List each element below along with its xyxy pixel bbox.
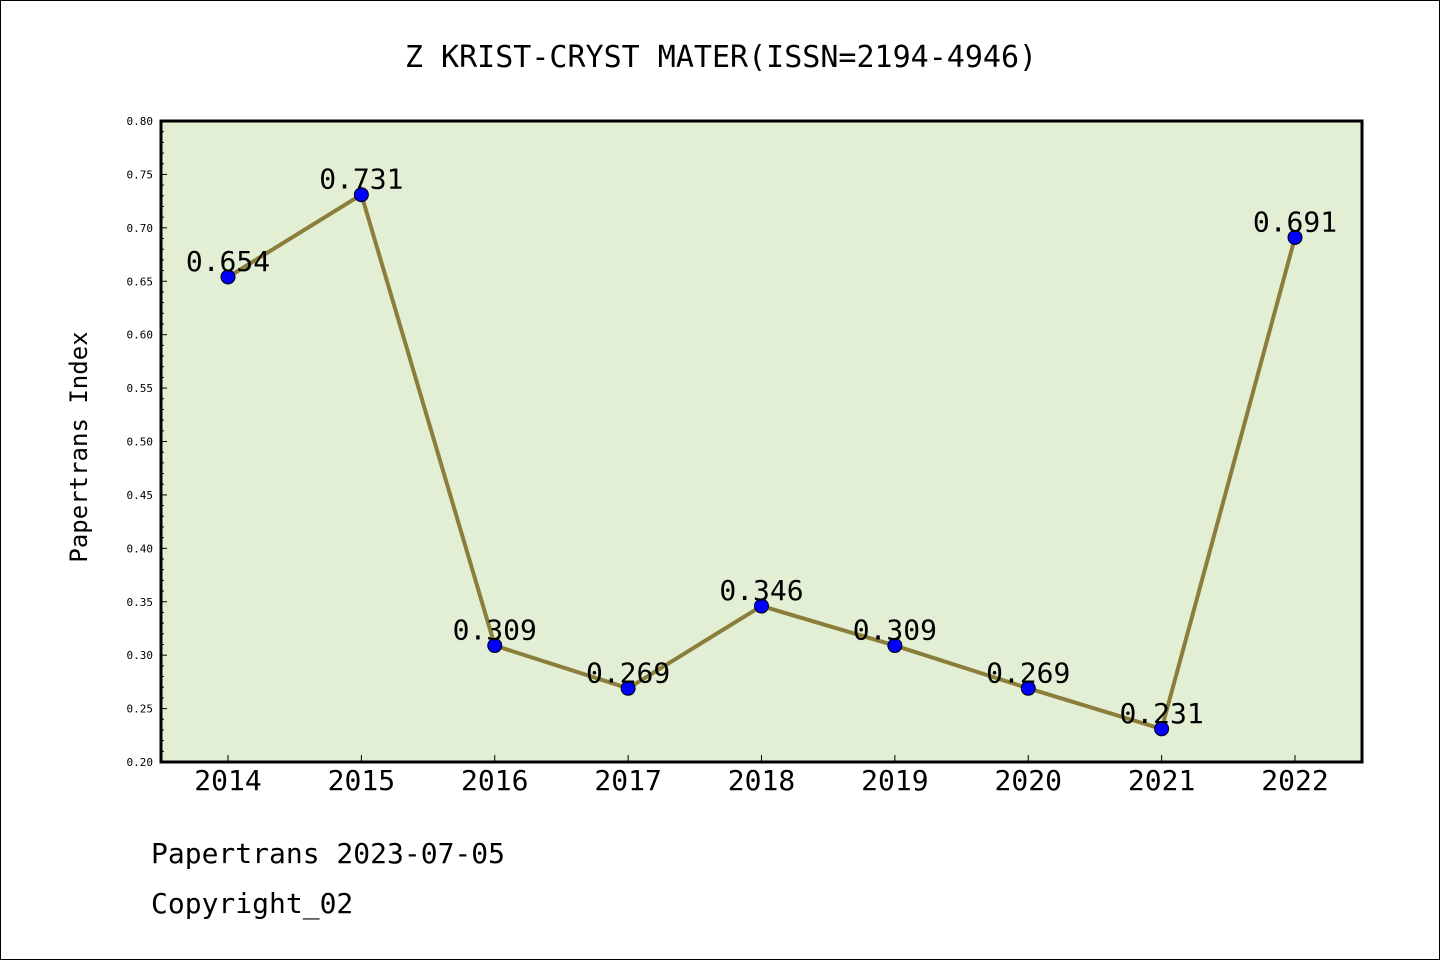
data-point xyxy=(353,187,369,203)
x-tick-label: 2020 xyxy=(995,764,1062,797)
y-tick-label: 0.70 xyxy=(127,222,154,235)
y-tick-label: 0.20 xyxy=(127,756,154,769)
data-label: 0.269 xyxy=(986,656,1070,689)
data-point xyxy=(1287,229,1303,245)
x-tick-label: 2019 xyxy=(861,764,928,797)
y-tick-label: 0.50 xyxy=(127,436,154,449)
data-label: 0.309 xyxy=(453,614,537,647)
y-tick-label: 0.30 xyxy=(127,649,154,662)
data-point xyxy=(887,638,903,654)
data-points xyxy=(220,187,1303,737)
x-tick-label: 2014 xyxy=(194,764,261,797)
data-point xyxy=(754,598,769,614)
data-label: 0.231 xyxy=(1119,697,1203,730)
data-label: 0.654 xyxy=(186,245,270,278)
x-tick-label: 2018 xyxy=(728,764,795,797)
data-point xyxy=(620,680,636,696)
data-point xyxy=(487,638,503,654)
footer-copyright: Copyright_02 xyxy=(151,887,354,920)
data-label: 0.269 xyxy=(586,656,670,689)
y-tick-label: 0.80 xyxy=(127,115,154,128)
y-tick-label: 0.65 xyxy=(127,275,154,288)
y-axis-title: Papertrans Index xyxy=(65,331,93,562)
y-tick-label: 0.35 xyxy=(127,596,154,609)
data-labels: 0.654 0.731 0.309 0.269 0.346 0.309 0.269 0.231… xyxy=(186,163,1337,730)
data-point xyxy=(1154,721,1170,737)
y-tick-label: 0.40 xyxy=(127,542,154,555)
chart-title: Z KRIST-CRYST MATER(ISSN=2194-4946) xyxy=(405,40,1037,75)
y-tick-label: 0.45 xyxy=(127,489,154,502)
x-tick-label: 2022 xyxy=(1261,764,1328,797)
data-label: 0.731 xyxy=(319,163,403,196)
y-tick-label: 0.25 xyxy=(127,703,154,716)
x-tick-label: 2017 xyxy=(594,764,661,797)
y-tick-label: 0.55 xyxy=(127,382,154,395)
y-axis: 0.20 0.25 0.30 0.35 0.40 0.45 0.50 0.55 0.60 0.65… xyxy=(127,115,167,769)
plot-area xyxy=(159,119,1364,764)
x-axis: 2014 2015 2016 2017 2018 2019 2020 2021 2022 xyxy=(194,755,1329,797)
footer-date: Papertrans 2023-07-05 xyxy=(151,837,506,870)
y-tick-label: 0.75 xyxy=(127,168,154,181)
data-label: 0.691 xyxy=(1253,205,1337,238)
data-point xyxy=(220,269,236,285)
data-label: 0.346 xyxy=(719,574,803,607)
y-tick-label: 0.60 xyxy=(127,329,154,342)
x-tick-label: 2015 xyxy=(328,764,395,797)
x-tick-label: 2016 xyxy=(461,764,528,797)
data-point xyxy=(1020,680,1036,696)
x-tick-label: 2021 xyxy=(1128,764,1195,797)
data-label: 0.309 xyxy=(853,614,937,647)
